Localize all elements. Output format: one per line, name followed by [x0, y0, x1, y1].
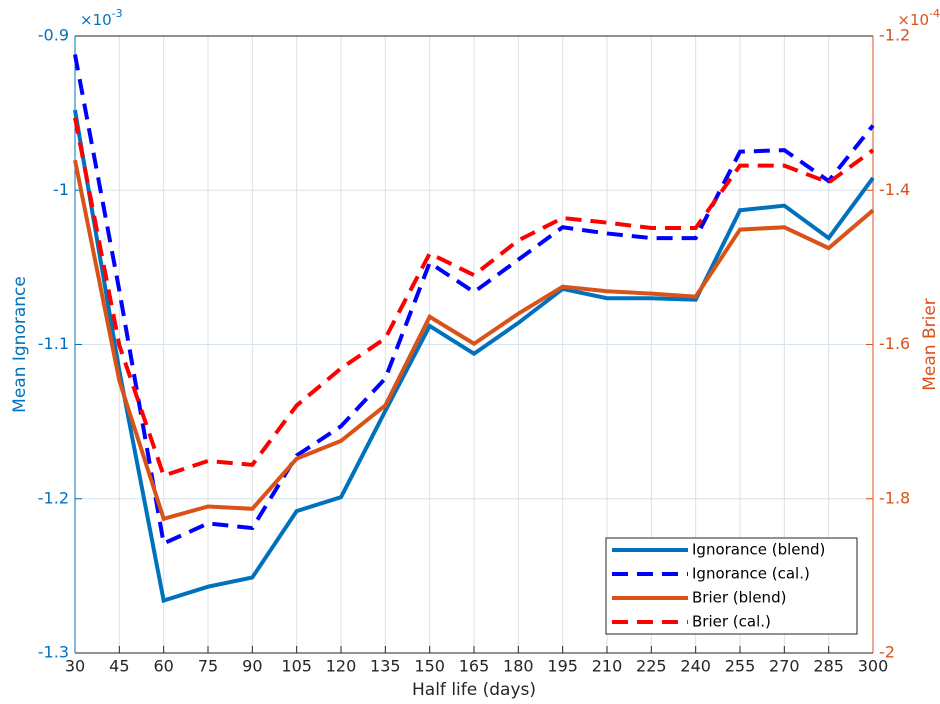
y-tick-label: -1.1 — [38, 334, 69, 353]
multiplier-base: ×10 — [80, 11, 112, 29]
y2-tick-label: -1.2 — [879, 26, 910, 45]
axis-multiplier: ×10-4 — [897, 7, 940, 29]
y2-tick-label: -2 — [879, 643, 895, 662]
x-tick-label: 285 — [813, 657, 844, 676]
data-line — [73, 54, 875, 547]
data-line — [73, 159, 875, 522]
axis-multiplier: ×10-3 — [80, 7, 123, 29]
x-tick-label: 120 — [326, 657, 357, 676]
multiplier-base: ×10 — [897, 11, 929, 29]
data-line — [73, 117, 875, 479]
y-axis-label: Mean Ignorance — [10, 276, 30, 413]
x-tick-label: 105 — [281, 657, 312, 676]
legend-label: Brier (blend) — [692, 589, 786, 607]
x-tick-label: 75 — [198, 657, 218, 676]
x-tick-label: 135 — [370, 657, 401, 676]
x-tick-label: 165 — [459, 657, 490, 676]
x-tick-label: 180 — [503, 657, 534, 676]
legend-box — [605, 537, 858, 635]
y2-axis-label: Mean Brier — [920, 298, 940, 391]
x-tick-label: 195 — [547, 657, 578, 676]
y-tick-label: -0.9 — [38, 26, 69, 45]
y-tick-label: -1 — [53, 180, 69, 199]
multiplier-exponent: -4 — [929, 7, 940, 20]
multiplier-exponent: -3 — [112, 7, 123, 20]
x-tick-label: 270 — [769, 657, 800, 676]
x-tick-label: 60 — [153, 657, 173, 676]
x-axis-label: Half life (days) — [412, 680, 536, 700]
y-tick-label: -1.3 — [38, 643, 69, 662]
y2-tick-label: -1.6 — [879, 334, 910, 353]
y-tick-label: -1.2 — [38, 488, 69, 507]
x-tick-label: 90 — [242, 657, 262, 676]
x-tick-label: 240 — [680, 657, 711, 676]
legend-label: Brier (cal.) — [692, 613, 771, 631]
x-tick-label: 150 — [414, 657, 445, 676]
legend-label: Ignorance (cal.) — [692, 565, 810, 583]
y2-tick-label: -1.8 — [879, 488, 910, 507]
data-line — [73, 109, 875, 604]
x-tick-label: 300 — [858, 657, 889, 676]
legend-label: Ignorance (blend) — [692, 541, 825, 559]
x-tick-label: 45 — [109, 657, 129, 676]
x-tick-label: 30 — [65, 657, 85, 676]
x-tick-label: 225 — [636, 657, 667, 676]
y2-tick-label: -1.4 — [879, 180, 910, 199]
x-tick-label: 210 — [592, 657, 623, 676]
x-tick-label: 255 — [725, 657, 756, 676]
